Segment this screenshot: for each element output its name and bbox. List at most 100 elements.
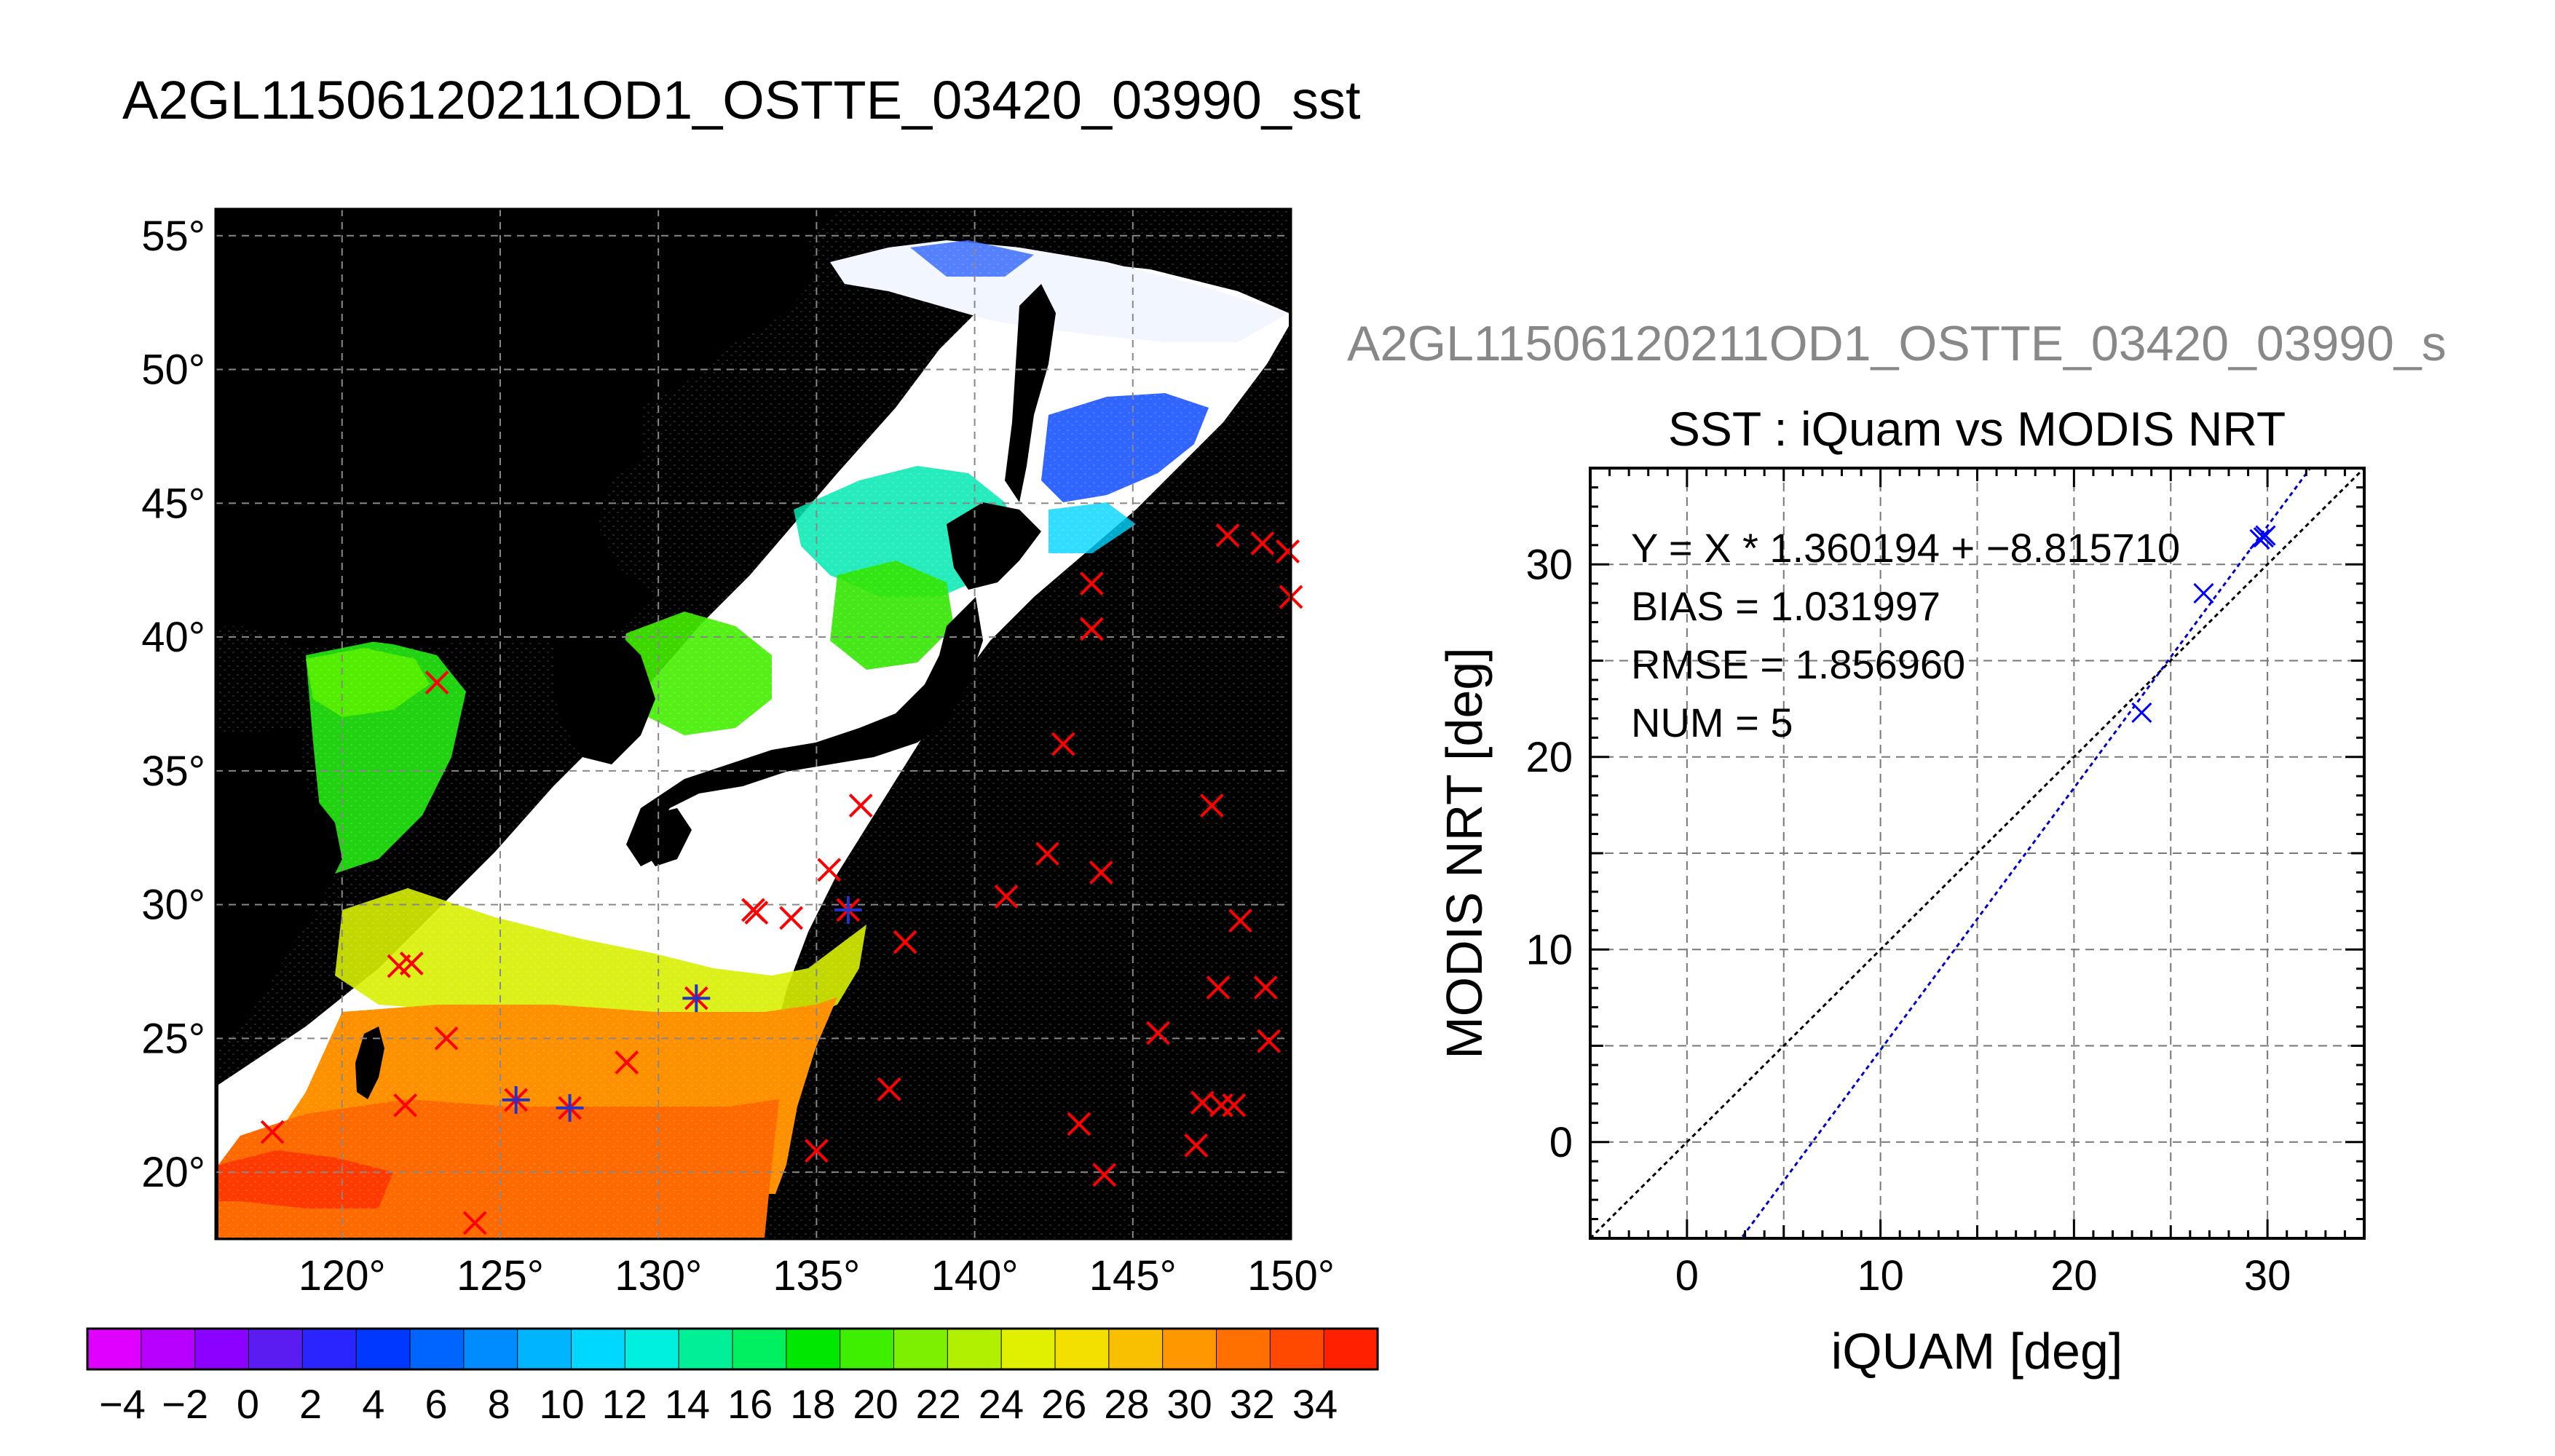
scatter-x-tick-label: 0 [1675, 1252, 1699, 1299]
iquam-marker-stroke [1276, 539, 1300, 563]
fit-line [1739, 468, 2312, 1238]
land-china-north [216, 209, 837, 648]
iquam-marker-stroke [434, 1026, 459, 1051]
iquam-marker-stroke [424, 670, 449, 695]
colorbar-label: −4 [99, 1381, 146, 1427]
iquam-marker [399, 951, 424, 976]
colorbar-cell [732, 1328, 787, 1370]
scatter-y-tick-label: 0 [1549, 1119, 1573, 1166]
iquam-marker [877, 1077, 901, 1101]
scatter-point-stroke [2255, 525, 2276, 546]
colorbar-cell [678, 1328, 734, 1370]
colorbar-cell [1108, 1328, 1164, 1370]
matched-marker [502, 1085, 530, 1114]
scatter-y-tick-label: 10 [1525, 926, 1573, 973]
scatter-reference-lines [1590, 468, 2364, 1238]
colorbar-cells [87, 1328, 1378, 1370]
colorbar-label: 4 [362, 1381, 384, 1427]
iquam-marker-stroke [1215, 523, 1240, 547]
land-japan-hokkaido [947, 502, 1041, 590]
map-lon-label-130: 130° [615, 1252, 702, 1299]
colorbar-cell [1269, 1328, 1325, 1370]
iquam-marker [1276, 539, 1300, 563]
iquam-marker [744, 901, 769, 925]
colorbar-labels: −4 −2 0 2 4 6 8 10 12 14 16 18 20 22 24 26 28 30 32 34 [99, 1381, 1338, 1427]
iquam-marker [1228, 909, 1252, 933]
iquam-marker [393, 1093, 418, 1117]
iquam-marker [848, 794, 873, 818]
land-japan-honshu [626, 597, 983, 866]
iquam-marker [1035, 842, 1059, 866]
scatter-point [2249, 529, 2270, 550]
map-lat-label-40: 40° [141, 614, 205, 661]
iquam-marker-stroke [615, 1051, 639, 1075]
scatter-overlay-title: A2GL11506120211OD1_OSTTE_03420_03990_s [1347, 316, 2447, 371]
iquam-marker [1051, 732, 1075, 756]
iquam-marker [1222, 1093, 1247, 1117]
iquam-marker-stroke [804, 1139, 829, 1163]
figure-title: A2GL11506120211OD1_OSTTE_03420_03990_sst [122, 70, 1361, 130]
scatter-x-tick-label: 10 [1857, 1252, 1904, 1299]
map-longitude-labels: 120° 125° 130° 135° 140° 145° 150° [299, 1252, 1335, 1299]
colorbar-label: 28 [1104, 1381, 1149, 1427]
colorbar-cell [194, 1328, 250, 1370]
iquam-marker-stroke [1257, 1029, 1282, 1053]
scatter-gridlines [1590, 468, 2364, 1238]
scatter-stats-block: Y = X * 1.360194 + −8.815710 BIAS = 1.03… [1631, 525, 2180, 745]
iquam-marker-stroke [1228, 909, 1252, 933]
iquam-marker [615, 1051, 639, 1075]
iquam-marker-stroke [1253, 976, 1278, 1000]
colorbar-cell [87, 1328, 142, 1370]
stats-fit-equation: Y = X * 1.360194 + −8.815710 [1631, 525, 2180, 571]
colorbar-label: 12 [602, 1381, 647, 1427]
map-lat-label-35: 35° [141, 748, 205, 795]
colorbar-cell [1000, 1328, 1056, 1370]
iquam-marker [1146, 1021, 1170, 1045]
colorbar-frame [86, 1327, 1379, 1371]
iquam-marker [1067, 1112, 1091, 1136]
scatter-tick-labels: 0 10 20 30 0 10 20 30 [1525, 541, 2291, 1299]
colorbar-cell [463, 1328, 518, 1370]
iquam-marker-stroke [877, 1077, 901, 1101]
iquam-marker-stroke [994, 885, 1019, 909]
colorbar-cell [571, 1328, 626, 1370]
iquam-marker-stroke [1206, 976, 1231, 1000]
iquam-markers [260, 523, 1303, 1235]
sst-colorbar: −4 −2 0 2 4 6 8 10 12 14 16 18 20 22 24 26 28 30 32 34 [86, 1327, 1379, 1427]
scatter-y-axis-label: MODIS NRT [deg] [1436, 647, 1493, 1059]
map-lat-label-55: 55° [141, 213, 205, 260]
scatter-x-tick-label: 20 [2050, 1252, 2098, 1299]
iquam-marker [1206, 976, 1231, 1000]
stats-rmse: RMSE = 1.856960 [1631, 641, 1965, 687]
scatter-ticks [1589, 467, 2366, 1240]
iquam-marker [462, 1211, 487, 1235]
colorbar-label: 16 [727, 1381, 773, 1427]
colorbar-label: 24 [979, 1381, 1024, 1427]
colorbar-cell [840, 1328, 895, 1370]
iquam-marker-stroke [1079, 571, 1104, 596]
iquam-marker [1079, 617, 1104, 641]
colorbar-cell [517, 1328, 572, 1370]
iquam-marker [994, 885, 1019, 909]
colorbar-label: 0 [237, 1381, 259, 1427]
land-kyushu [641, 808, 692, 866]
iquam-marker [260, 1120, 285, 1144]
scatter-point [2193, 582, 2214, 604]
scatter-point [2131, 702, 2152, 723]
scatter-title: SST : iQuam vs MODIS NRT [1668, 402, 2286, 456]
map-latitude-labels: 20° 25° 30° 35° 40° 45° 50° 55° [141, 213, 205, 1196]
scatter-point-stroke [2193, 582, 2214, 604]
iquam-marker-stroke [893, 930, 917, 954]
iquam-marker [1253, 976, 1278, 1000]
iquam-marker [1257, 1029, 1282, 1053]
colorbar-cell [1323, 1328, 1378, 1370]
colorbar-label: 2 [299, 1381, 322, 1427]
iquam-marker-stroke [1222, 1093, 1247, 1117]
iquam-marker-stroke [1079, 617, 1104, 641]
land-korea [553, 626, 655, 764]
colorbar-cell [1216, 1328, 1271, 1370]
sst-map: 120° 125° 130° 135° 140° 145° 150° 20° 25° 30° 35… [141, 207, 1335, 1299]
scatter-points [2131, 525, 2276, 723]
colorbar-cell [355, 1328, 411, 1370]
